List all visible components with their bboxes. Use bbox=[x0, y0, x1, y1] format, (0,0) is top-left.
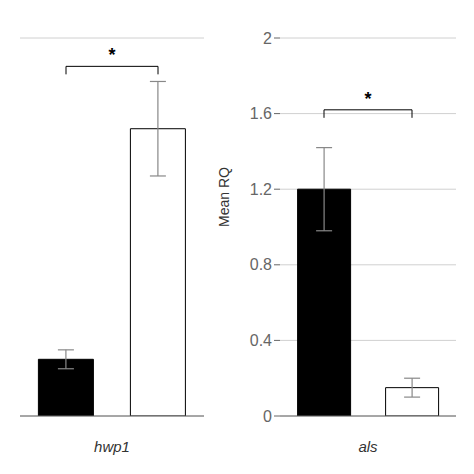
svg-text:*: * bbox=[364, 89, 371, 109]
svg-text:1.2: 1.2 bbox=[250, 181, 272, 198]
svg-text:0.8: 0.8 bbox=[250, 256, 272, 273]
svg-text:als: als bbox=[358, 438, 378, 455]
svg-text:Mean RQ: Mean RQ bbox=[216, 167, 232, 227]
svg-text:0.4: 0.4 bbox=[250, 332, 272, 349]
svg-text:2: 2 bbox=[263, 30, 272, 47]
svg-text:1.6: 1.6 bbox=[250, 105, 272, 122]
svg-text:*: * bbox=[108, 45, 115, 65]
svg-text:hwp1: hwp1 bbox=[94, 438, 130, 455]
svg-text:0: 0 bbox=[263, 408, 272, 425]
